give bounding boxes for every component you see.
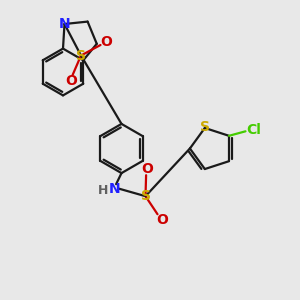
Text: S: S [200,120,210,134]
Text: N: N [59,17,70,31]
Text: S: S [76,49,86,62]
Text: Cl: Cl [246,123,261,137]
Text: O: O [65,74,77,88]
Text: N: N [109,182,121,196]
Text: O: O [142,162,154,176]
Text: O: O [100,35,112,49]
Text: S: S [140,189,151,203]
Text: O: O [156,213,168,226]
Text: H: H [98,184,109,197]
